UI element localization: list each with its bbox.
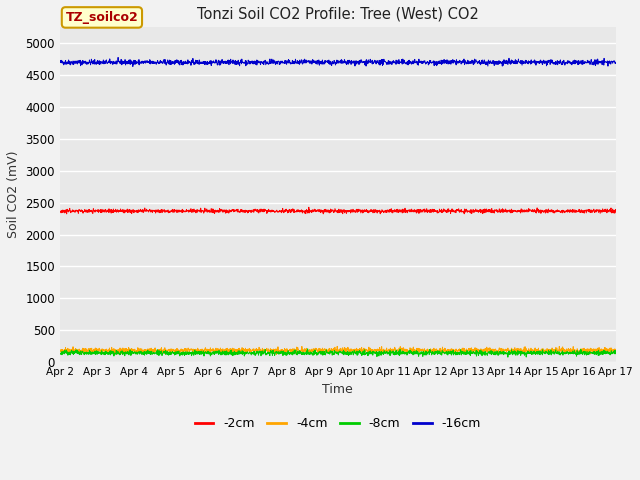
-8cm bbox=[596, 352, 604, 358]
-8cm bbox=[84, 351, 92, 357]
-16cm bbox=[596, 59, 604, 65]
-2cm bbox=[305, 204, 313, 210]
-4cm bbox=[612, 349, 620, 355]
Line: -8cm: -8cm bbox=[60, 349, 616, 357]
-16cm bbox=[115, 55, 122, 60]
-16cm bbox=[129, 64, 137, 70]
Line: -16cm: -16cm bbox=[60, 58, 616, 67]
-4cm bbox=[596, 349, 604, 355]
-4cm bbox=[596, 348, 604, 353]
-2cm bbox=[63, 211, 70, 217]
-8cm bbox=[596, 349, 604, 355]
-2cm bbox=[596, 210, 604, 216]
Title: Tonzi Soil CO2 Profile: Tree (West) CO2: Tonzi Soil CO2 Profile: Tree (West) CO2 bbox=[197, 7, 479, 22]
-8cm bbox=[312, 350, 319, 356]
-4cm bbox=[333, 344, 341, 349]
-16cm bbox=[494, 61, 502, 67]
Line: -2cm: -2cm bbox=[60, 207, 616, 214]
-8cm bbox=[494, 352, 502, 358]
Line: -4cm: -4cm bbox=[60, 347, 616, 354]
-16cm bbox=[84, 60, 92, 66]
-16cm bbox=[596, 60, 604, 66]
-8cm bbox=[326, 348, 334, 354]
-8cm bbox=[304, 346, 312, 352]
-2cm bbox=[327, 207, 335, 213]
-2cm bbox=[494, 209, 502, 215]
-2cm bbox=[612, 208, 620, 214]
-2cm bbox=[312, 207, 320, 213]
-2cm bbox=[56, 209, 64, 215]
X-axis label: Time: Time bbox=[323, 383, 353, 396]
-4cm bbox=[494, 348, 502, 354]
-2cm bbox=[84, 207, 92, 213]
-8cm bbox=[504, 354, 512, 360]
-16cm bbox=[312, 61, 320, 67]
-4cm bbox=[273, 351, 280, 357]
-4cm bbox=[84, 346, 92, 351]
Legend: -2cm, -4cm, -8cm, -16cm: -2cm, -4cm, -8cm, -16cm bbox=[189, 412, 486, 435]
-16cm bbox=[612, 60, 620, 66]
Y-axis label: Soil CO2 (mV): Soil CO2 (mV) bbox=[7, 151, 20, 239]
-2cm bbox=[596, 209, 604, 215]
-8cm bbox=[612, 348, 620, 353]
-8cm bbox=[56, 351, 64, 357]
-4cm bbox=[312, 345, 319, 351]
-4cm bbox=[56, 348, 64, 354]
Text: TZ_soilco2: TZ_soilco2 bbox=[65, 11, 138, 24]
-4cm bbox=[326, 350, 334, 356]
-16cm bbox=[327, 60, 335, 66]
-16cm bbox=[56, 59, 64, 65]
